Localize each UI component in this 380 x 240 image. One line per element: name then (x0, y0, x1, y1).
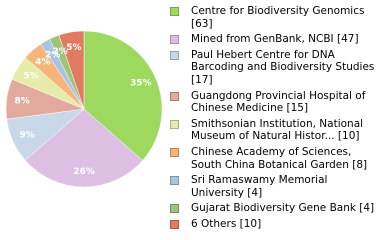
legend-item: Chinese Academy of Sciences, South China… (170, 146, 378, 171)
legend-swatch (170, 176, 179, 186)
slice-label: 5% (23, 72, 38, 82)
pie-chart: 35%26%9%8%5%4%2%2%5% (5, 30, 163, 188)
legend-item: Gujarat Biodiversity Gene Bank [4] (170, 202, 378, 215)
legend-label: Guangdong Provincial Hospital of Chinese… (191, 89, 366, 115)
legend-label: Paul Hebert Centre for DNA Barcoding and… (191, 48, 375, 86)
legend-swatch (170, 204, 179, 214)
legend-swatch (170, 35, 179, 45)
legend-item: Centre for Biodiversity Genomics [63] (170, 5, 378, 30)
pie-slice (58, 30, 85, 110)
legend-item: Mined from GenBank, NCBI [47] (170, 33, 378, 46)
pie-slice (83, 30, 163, 161)
slice-label: 2% (52, 47, 67, 57)
legend-label: Gujarat Biodiversity Gene Bank [4] (191, 202, 375, 215)
legend-swatch (170, 91, 179, 101)
legend-item: Smithsonian Institution, National Museum… (170, 118, 378, 143)
legend: Centre for Biodiversity Genomics [63] Min… (170, 5, 378, 234)
legend-label: Smithsonian Institution, National Museum… (191, 117, 364, 143)
legend-label: Mined from GenBank, NCBI [47] (191, 33, 359, 46)
slice-label: 4% (35, 58, 50, 68)
legend-item: Sri Ramaswamy Memorial University [4] (170, 174, 378, 199)
legend-label: Chinese Academy of Sciences, South China… (191, 145, 368, 171)
legend-label: Centre for Biodiversity Genomics [63] (191, 5, 365, 30)
legend-swatch (170, 147, 179, 157)
legend-swatch (170, 119, 179, 129)
slice-label: 26% (73, 167, 95, 177)
legend-swatch (170, 50, 179, 60)
legend-item: Guangdong Provincial Hospital of Chinese… (170, 90, 378, 115)
pie-slice (25, 108, 143, 188)
legend-label: Sri Ramaswamy Memorial University [4] (191, 174, 328, 199)
slice-label: 2% (45, 50, 60, 60)
slice-label: 35% (130, 79, 152, 89)
slice-label: 9% (20, 130, 35, 140)
legend-item: 6 Others [10] (170, 218, 378, 231)
slice-label: 8% (14, 96, 29, 106)
slice-label: 5% (66, 43, 81, 53)
legend-swatch (170, 219, 179, 229)
legend-label: 6 Others [10] (191, 217, 262, 230)
legend-item: Paul Hebert Centre for DNA Barcoding and… (170, 49, 378, 87)
legend-swatch (170, 7, 179, 16)
